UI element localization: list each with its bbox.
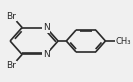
Text: N: N bbox=[43, 23, 49, 32]
Text: Br: Br bbox=[6, 61, 16, 70]
Text: CH₃: CH₃ bbox=[116, 36, 131, 46]
Text: N: N bbox=[43, 50, 49, 59]
Text: Br: Br bbox=[6, 12, 16, 21]
